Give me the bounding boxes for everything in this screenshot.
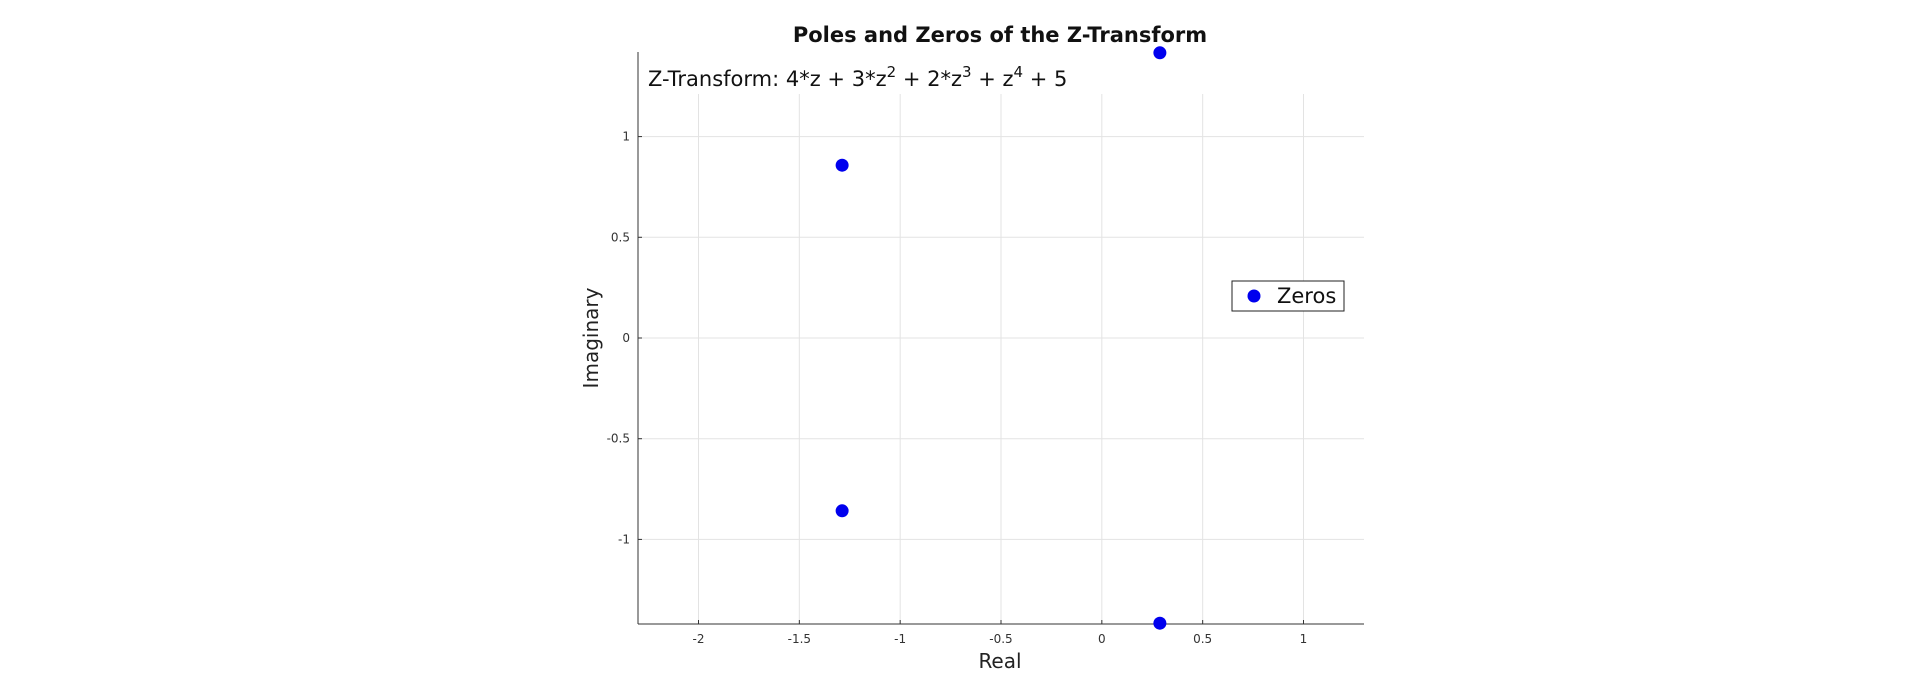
chart-title: Poles and Zeros of the Z-Transform xyxy=(793,23,1207,47)
zero-point xyxy=(835,504,849,518)
legend: Zeros xyxy=(1231,280,1345,312)
y-tick-labels: -1 -0.5 0 0.5 1 xyxy=(607,130,642,546)
x-tick-label: 0.5 xyxy=(1193,632,1212,646)
y-tick-label: -0.5 xyxy=(607,432,630,446)
legend-label-zeros: Zeros xyxy=(1277,284,1336,308)
y-tick-label: 1 xyxy=(622,130,630,144)
annotation-superscript: 4 xyxy=(1014,63,1024,81)
x-tick-label: 1 xyxy=(1300,632,1308,646)
annotation-text: + z xyxy=(972,67,1014,91)
x-tick-labels: -2 -1.5 -1 -0.5 0 0.5 1 xyxy=(693,620,1308,646)
z-transform-annotation: Z-Transform: 4*z + 3*z2 + 2*z3 + z4 + 5 xyxy=(648,63,1067,91)
annotation-text: + 2*z xyxy=(896,67,962,91)
zero-point xyxy=(835,158,849,172)
annotation-text: Z-Transform: 4*z + 3*z xyxy=(648,67,887,91)
x-tick-label: -1.5 xyxy=(788,632,811,646)
y-tick-label: 0 xyxy=(622,331,630,345)
y-tick-label: -1 xyxy=(618,532,630,546)
x-tick-label: -2 xyxy=(693,632,705,646)
zero-point xyxy=(1153,46,1167,60)
grid-lines xyxy=(638,94,1364,624)
y-axis-label: Imaginary xyxy=(579,287,603,388)
annotation-text: + 5 xyxy=(1023,67,1067,91)
legend-marker-zeros xyxy=(1247,289,1261,303)
zero-point xyxy=(1153,616,1167,630)
x-tick-label: -1 xyxy=(894,632,906,646)
x-tick-label: 0 xyxy=(1098,632,1106,646)
x-axis-label: Real xyxy=(978,649,1021,673)
annotation-superscript: 2 xyxy=(887,63,897,81)
x-tick-label: -0.5 xyxy=(989,632,1012,646)
data-points xyxy=(835,46,1167,630)
y-tick-label: 0.5 xyxy=(611,230,630,244)
annotation-superscript: 3 xyxy=(962,63,972,81)
